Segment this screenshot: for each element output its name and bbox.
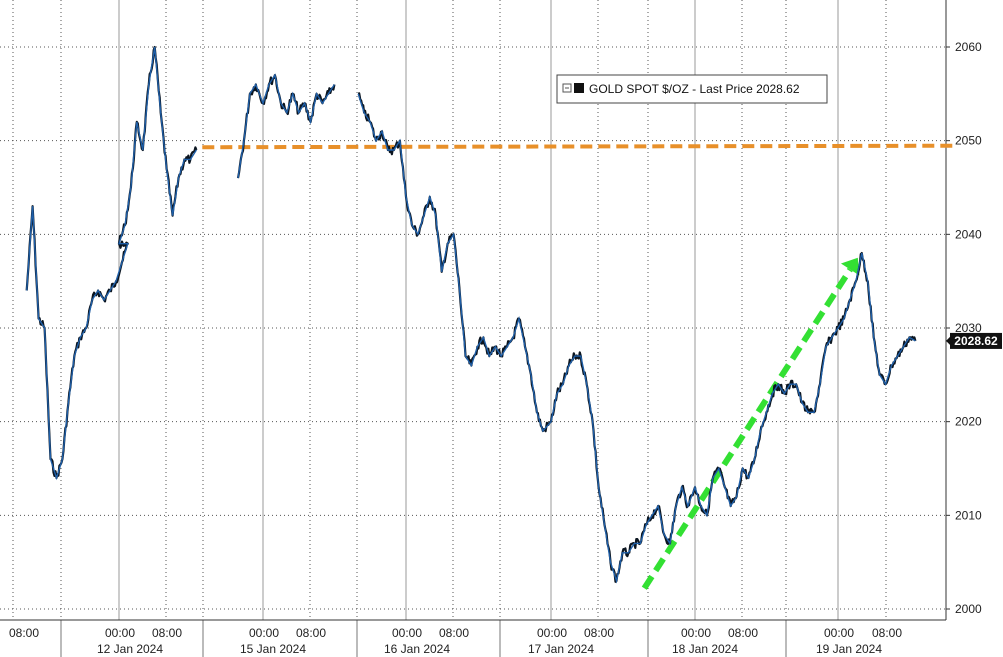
y-tick-label: 2030 bbox=[955, 321, 982, 335]
y-tick-label: 2040 bbox=[955, 227, 982, 241]
x-date-label: 15 Jan 2024 bbox=[240, 642, 306, 656]
trend-arrow-shaft bbox=[641, 267, 853, 590]
series-line bbox=[26, 46, 197, 481]
last-price-pointer bbox=[946, 336, 950, 345]
last-price-box bbox=[950, 332, 1002, 349]
x-date-label: 19 Jan 2024 bbox=[816, 642, 882, 656]
x-date-label: 12 Jan 2024 bbox=[97, 642, 163, 656]
y-tick-label: 2060 bbox=[955, 40, 982, 54]
x-time-label: 00:00 bbox=[392, 626, 422, 640]
x-time-label: 00:00 bbox=[681, 626, 711, 640]
x-time-label: 08:00 bbox=[439, 626, 469, 640]
trend-arrow-head bbox=[840, 257, 860, 276]
x-time-label: 08:00 bbox=[584, 626, 614, 640]
legend-label: GOLD SPOT $/OZ - Last Price 2028.62 bbox=[589, 82, 800, 96]
x-time-label: 00:00 bbox=[105, 626, 135, 640]
x-time-label: 08:00 bbox=[152, 626, 182, 640]
legend-swatch bbox=[574, 83, 584, 93]
x-date-label: 18 Jan 2024 bbox=[672, 642, 738, 656]
x-time-label: 08:00 bbox=[872, 626, 902, 640]
series-line bbox=[237, 73, 335, 179]
y-tick-label: 2020 bbox=[955, 415, 982, 429]
last-price-label: 2028.62 bbox=[954, 334, 998, 348]
y-axis-ticks: 2000 2010 2020 2030 2040 2050 2060 bbox=[946, 40, 982, 616]
legend-box bbox=[556, 74, 828, 104]
x-date-label: 16 Jan 2024 bbox=[384, 642, 450, 656]
y-tick-label: 2000 bbox=[955, 602, 982, 616]
x-time-label: 00:00 bbox=[537, 626, 567, 640]
x-time-label: 08:00 bbox=[728, 626, 758, 640]
legend: GOLD SPOT $/OZ - Last Price 2028.62 bbox=[556, 74, 828, 104]
x-time-label: 00:00 bbox=[824, 626, 854, 640]
x-time-label: 08:00 bbox=[296, 626, 326, 640]
x-date-label: 17 Jan 2024 bbox=[528, 642, 594, 656]
x-time-label: 00:00 bbox=[249, 626, 279, 640]
series-line bbox=[357, 93, 916, 584]
x-axis-labels: 08:00 00:00 08:00 00:00 08:00 00:00 08:00 00:00… bbox=[9, 626, 902, 656]
y-tick-label: 2050 bbox=[955, 134, 982, 148]
last-price-tag: 2028.62 bbox=[946, 332, 1002, 349]
x-time-label: 08:00 bbox=[9, 626, 39, 640]
horizontal-grid bbox=[0, 46, 946, 610]
y-tick-label: 2010 bbox=[955, 508, 982, 522]
price-series bbox=[25, 45, 917, 584]
annotations bbox=[202, 143, 957, 590]
